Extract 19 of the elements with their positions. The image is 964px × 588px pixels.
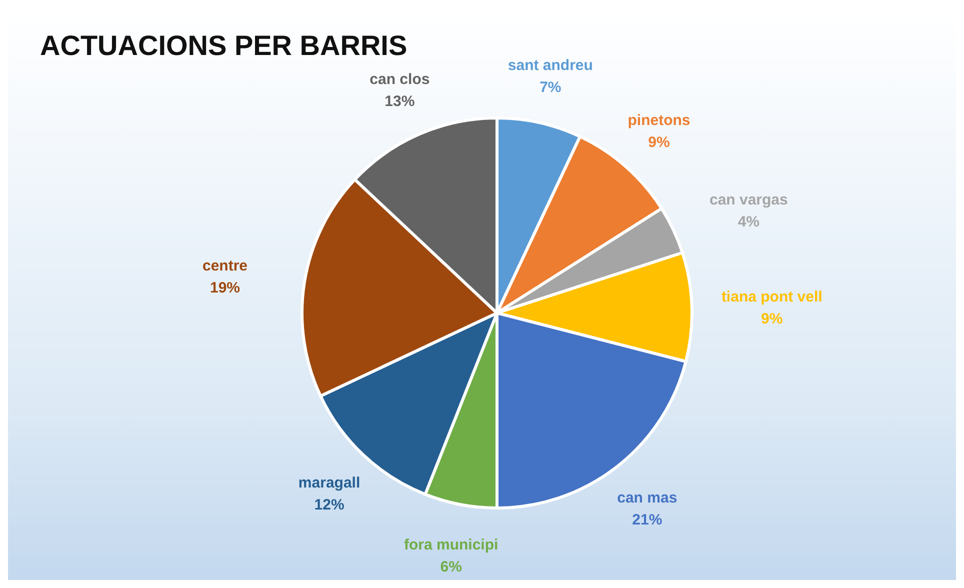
data-label: 4% <box>738 214 760 231</box>
data-label: 6% <box>440 558 462 576</box>
data-label: 7% <box>540 78 562 96</box>
slice-label: can mas <box>617 490 678 507</box>
data-label: 9% <box>648 134 670 152</box>
slice-label: sant andreu <box>508 56 593 74</box>
slice-label: centre <box>202 258 248 275</box>
slice-label: tiana pont vell <box>721 288 822 306</box>
slice-label: fora municipi <box>404 536 498 554</box>
slice-label: pinetons <box>628 112 690 130</box>
slice-label: can vargas <box>709 192 788 209</box>
data-label: 12% <box>314 496 344 514</box>
slice-label: can clos <box>370 71 430 88</box>
slice-label: maragall <box>298 474 360 492</box>
data-label: 13% <box>384 93 415 110</box>
chart-title: ACTUACIONS PER BARRIS <box>40 30 408 62</box>
data-label: 19% <box>210 280 240 297</box>
data-label: 21% <box>632 512 662 529</box>
data-label: 9% <box>761 310 783 328</box>
